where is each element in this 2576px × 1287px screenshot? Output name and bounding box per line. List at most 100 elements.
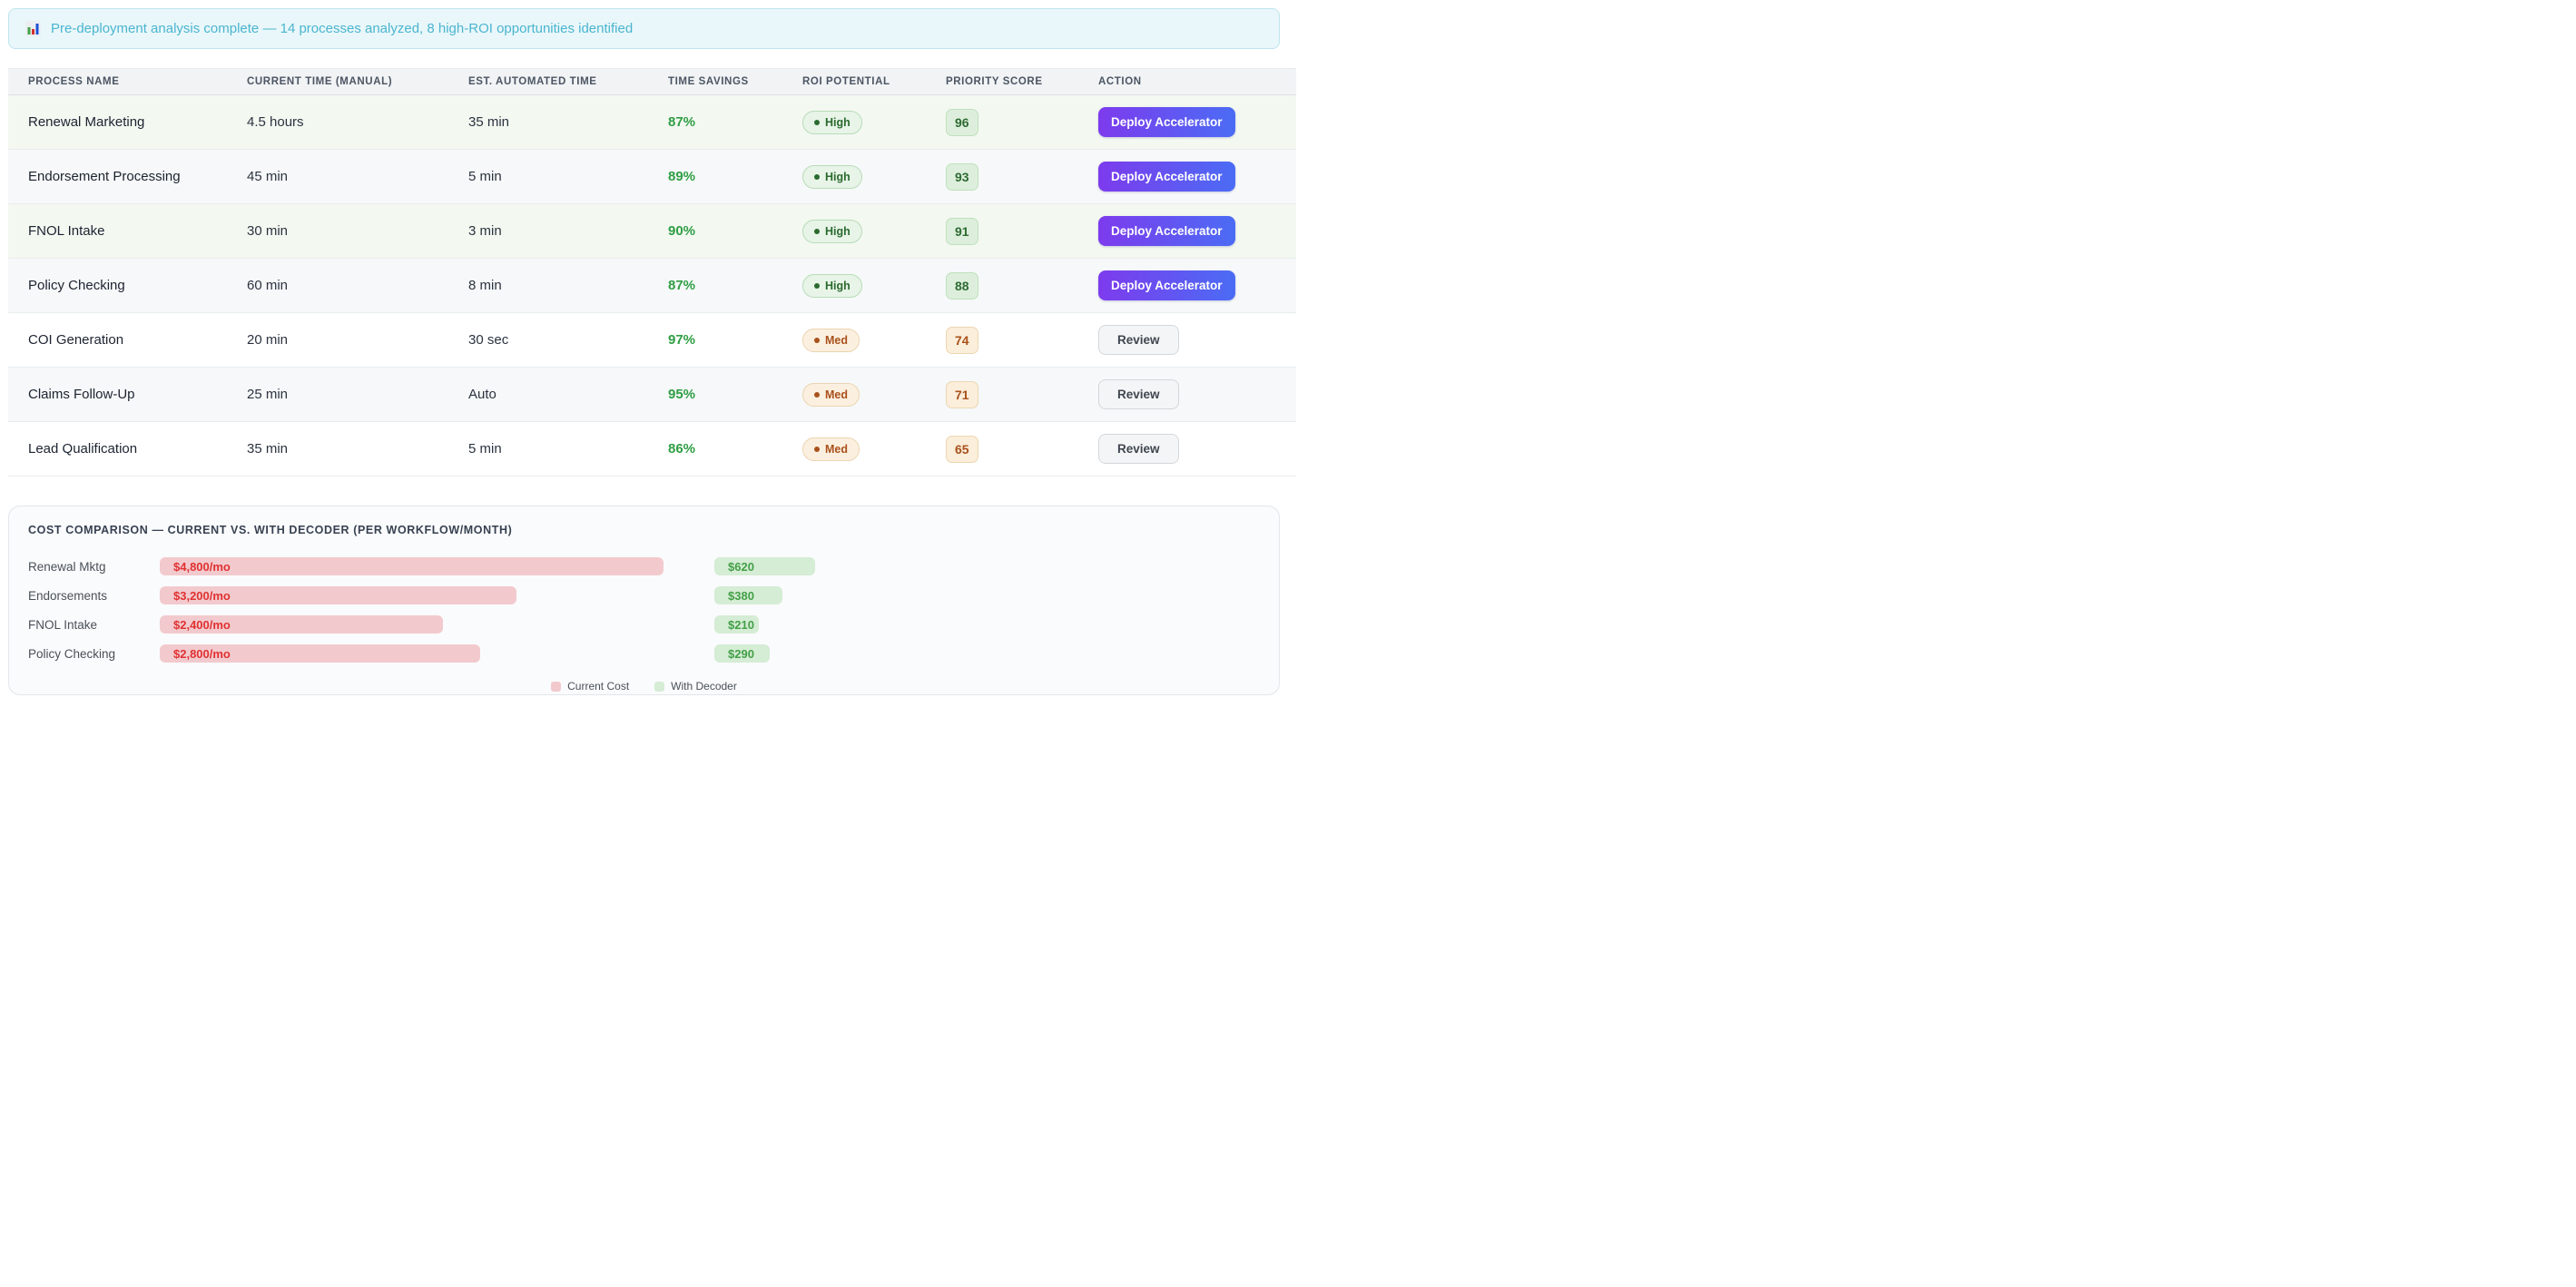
time-savings-value: 86% (668, 440, 696, 457)
priority-score-badge: 74 (946, 326, 978, 354)
deploy-accelerator-button[interactable]: Deploy Accelerator (1098, 162, 1235, 192)
roi-potential-badge: High (802, 164, 862, 189)
dashboard-page: Pre-deployment analysis complete — 14 pr… (0, 0, 1296, 695)
review-button[interactable]: Review (1098, 325, 1179, 355)
automated-time-value: 30 sec (468, 331, 509, 348)
current-time-value: 25 min (247, 386, 289, 402)
automated-time-value: 5 min (468, 168, 502, 184)
decoder-cost-value: $210 (728, 617, 754, 632)
table-row: Renewal Marketing 4.5 hours 35 min 87% High 9… (8, 94, 1296, 150)
review-button[interactable]: Review (1098, 379, 1179, 409)
chart-category-label: Renewal Mktg (28, 559, 106, 574)
process-name: Lead Qualification (28, 440, 138, 457)
roi-badge-label: Med (825, 388, 848, 401)
process-name: Endorsement Processing (28, 168, 181, 184)
decoder-cost-value: $620 (728, 559, 754, 574)
deploy-accelerator-button[interactable]: Deploy Accelerator (1098, 107, 1235, 137)
current-cost-bar: $4,800/mo (160, 557, 664, 575)
current-cost-bar-track: $3,200/mo (160, 586, 714, 604)
automated-time-value: Auto (468, 386, 497, 402)
legend-swatch-icon (551, 681, 562, 692)
banner-message: Pre-deployment analysis complete — 14 pr… (51, 21, 634, 36)
table-header: Process Name Current Time (Manual) Est. Au… (8, 68, 1296, 95)
current-cost-value: $4,800/mo (173, 559, 231, 574)
chart-row: Renewal Mktg $4,800/mo $620 (28, 552, 1260, 581)
current-cost-bar-track: $4,800/mo (160, 557, 714, 575)
analysis-complete-banner: Pre-deployment analysis complete — 14 pr… (8, 8, 1280, 49)
priority-score-badge: 65 (946, 435, 978, 463)
column-header-time-savings: Time Savings (668, 68, 802, 95)
decoder-cost-value: $380 (728, 588, 754, 603)
process-name: FNOL Intake (28, 222, 105, 239)
table-row: Endorsement Processing 45 min 5 min 89% High… (8, 149, 1296, 204)
roi-badge-label: High (825, 115, 850, 129)
time-savings-value: 95% (668, 386, 696, 402)
status-dot-icon (814, 173, 820, 180)
chart-category-label: Endorsements (28, 588, 108, 603)
table-row: Lead Qualification 35 min 5 min 86% Med 65 Rev… (8, 421, 1296, 476)
column-header-process-name: Process Name (8, 68, 247, 95)
current-time-value: 4.5 hours (247, 113, 304, 130)
process-name: Claims Follow-Up (28, 386, 135, 402)
current-cost-value: $2,400/mo (173, 617, 231, 632)
status-dot-icon (814, 282, 820, 289)
roi-potential-badge: Med (802, 328, 860, 352)
current-time-value: 60 min (247, 277, 289, 293)
roi-potential-badge: High (802, 219, 862, 243)
current-time-value: 30 min (247, 222, 289, 239)
status-dot-icon (814, 337, 820, 343)
cost-comparison-chart: Renewal Mktg $4,800/mo $620 Endorsements $3,… (28, 552, 1260, 668)
status-dot-icon (814, 446, 820, 452)
process-name: COI Generation (28, 331, 124, 348)
current-cost-bar-track: $2,400/mo (160, 615, 714, 634)
priority-score-badge: 91 (946, 217, 978, 245)
column-header-est-automated-time: Est. Automated Time (468, 68, 668, 95)
time-savings-value: 89% (668, 168, 696, 184)
process-analysis-table: Process Name Current Time (Manual) Est. Au… (8, 68, 1296, 476)
roi-potential-badge: High (802, 110, 862, 134)
deploy-accelerator-button[interactable]: Deploy Accelerator (1098, 216, 1235, 246)
legend-label: With Decoder (671, 680, 737, 693)
decoder-cost-bar: $620 (714, 557, 815, 575)
table-row: Claims Follow-Up 25 min Auto 95% Med 71 Review (8, 367, 1296, 422)
decoder-cost-bar: $210 (714, 615, 759, 634)
automated-time-value: 5 min (468, 440, 502, 457)
current-time-value: 35 min (247, 440, 289, 457)
current-cost-value: $2,800/mo (173, 646, 231, 661)
deploy-accelerator-button[interactable]: Deploy Accelerator (1098, 270, 1235, 300)
column-header-roi-potential: ROI Potential (802, 68, 946, 95)
roi-badge-label: High (825, 170, 850, 183)
chart-legend: Current Cost With Decoder (28, 680, 1260, 693)
status-dot-icon (814, 119, 820, 125)
current-cost-bar: $2,400/mo (160, 615, 443, 634)
automated-time-value: 8 min (468, 277, 502, 293)
column-header-current-time-manual: Current Time (Manual) (247, 68, 468, 95)
decoder-cost-bar: $380 (714, 586, 782, 604)
cost-comparison-title: Cost Comparison — Current vs. With Decod… (28, 524, 513, 536)
legend-item: Current Cost (551, 680, 629, 693)
chart-category-label: FNOL Intake (28, 617, 98, 632)
priority-score-badge: 96 (946, 108, 978, 136)
time-savings-value: 87% (668, 113, 696, 130)
roi-badge-label: High (825, 224, 850, 238)
status-dot-icon (814, 228, 820, 234)
legend-swatch-icon (654, 681, 665, 692)
current-cost-bar: $3,200/mo (160, 586, 516, 604)
current-time-value: 45 min (247, 168, 289, 184)
table-row: FNOL Intake 30 min 3 min 90% High 91 Deploy Ac… (8, 203, 1296, 259)
roi-potential-badge: High (802, 273, 862, 298)
automated-time-value: 35 min (468, 113, 510, 130)
automated-time-value: 3 min (468, 222, 502, 239)
cost-comparison-panel: Cost Comparison — Current vs. With Decod… (8, 506, 1280, 695)
time-savings-value: 97% (668, 331, 696, 348)
decoder-cost-bar: $290 (714, 644, 770, 663)
chart-row: FNOL Intake $2,400/mo $210 (28, 610, 1260, 639)
priority-score-badge: 93 (946, 162, 978, 191)
decoder-cost-value: $290 (728, 646, 754, 661)
priority-score-badge: 88 (946, 271, 978, 300)
bar-chart-icon (25, 21, 41, 36)
current-cost-bar-track: $2,800/mo (160, 644, 714, 663)
current-cost-bar: $2,800/mo (160, 644, 480, 663)
review-button[interactable]: Review (1098, 434, 1179, 464)
chart-category-label: Policy Checking (28, 646, 116, 661)
